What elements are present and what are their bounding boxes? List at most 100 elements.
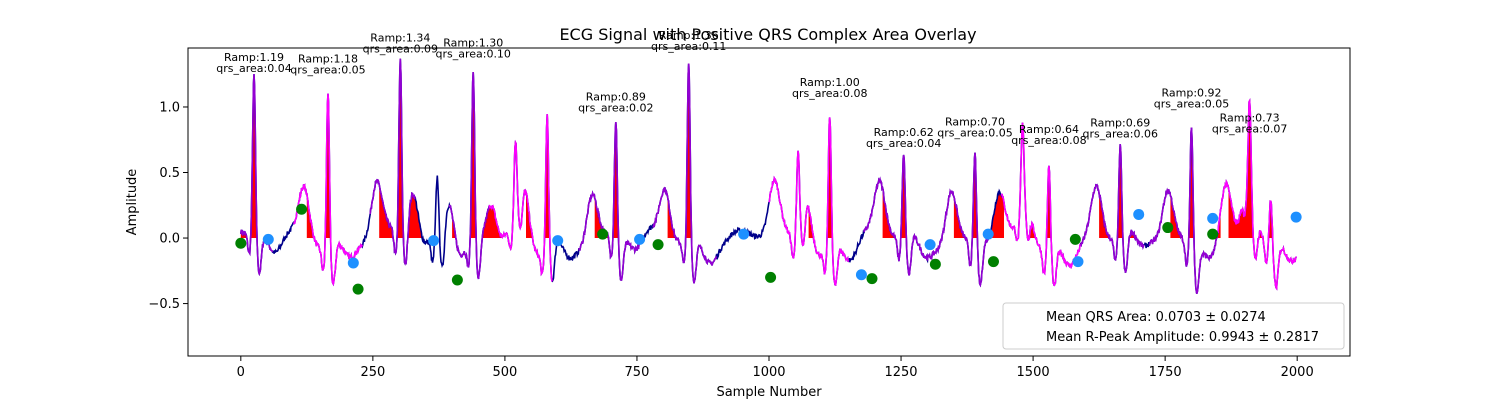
ramp-label-10: Ramp:0.64 [1019,123,1079,136]
qrs-area-fill-4 [526,114,577,238]
qrs-area-fill-13 [1228,100,1279,239]
ramp-label-3: Ramp:1.30 [443,37,503,50]
onset-marker-11 [1207,212,1219,224]
onset-marker-7 [924,239,936,251]
chart-title: ECG Signal with Positive QRS Complex Are… [559,25,976,44]
qrs-area-label-9: qrs_area:0.05 [937,126,1012,139]
legend-entry-r-peak-amplitude: Mean R-Peak Amplitude: 0.9943 ± 0.2817 [1046,330,1319,345]
x-tick-label-5: 1250 [884,365,917,380]
onset-marker-1 [347,257,359,269]
onset-marker-12 [1290,211,1302,223]
y-tick-label-3: 1.0 [159,100,180,115]
qrs-area-fill-7 [808,117,859,238]
qrs-area-label-2: qrs_area:0.09 [363,42,438,55]
qrs-area-fill-12 [1170,127,1221,238]
x-tick-label-8: 2000 [1281,365,1314,380]
qrs-area-fill-1 [306,93,357,238]
x-tick-label-2: 500 [492,365,517,380]
qrs-area-fill-5 [594,122,645,238]
qrs-segment-2 [369,58,416,266]
onset-marker-10 [1133,208,1145,220]
offset-marker-5 [652,239,664,251]
qrs-segment-11 [1079,144,1145,273]
qrs-area-label-0: qrs_area:0.04 [216,62,291,75]
onset-marker-2 [428,235,440,247]
qrs-segment-10 [1000,122,1082,287]
ramp-label-7: Ramp:1.00 [800,76,860,89]
onset-marker-8 [982,228,994,240]
ramp-label-9: Ramp:0.70 [945,115,1005,128]
qrs-area-label-8: qrs_area:0.04 [866,137,941,150]
legend: Mean QRS Area: 0.0703 ± 0.0274 Mean R-Pe… [1002,302,1345,350]
y-tick-label-0: −0.5 [148,297,180,312]
x-tick-label-6: 1500 [1017,365,1050,380]
qrs-area-fill-10 [1027,165,1078,238]
y-tick-label-1: 0.0 [159,232,180,247]
ramp-label-6: Ramp:1.36 [659,29,719,42]
ramp-label-0: Ramp:1.19 [224,51,284,64]
offset-marker-9 [987,256,999,268]
offset-marker-6 [765,271,777,283]
onset-marker-9 [1072,256,1084,268]
qrs-segment-8 [863,154,929,276]
x-tick-label-4: 1000 [752,365,785,380]
qrs-segment-1 [292,93,364,287]
offset-marker-2 [352,283,364,295]
qrs-segment-3 [448,72,490,280]
qrs-area-label-3: qrs_area:0.10 [435,48,510,61]
x-axis-title: Sample Number [716,385,822,400]
qrs-area-label-7: qrs_area:0.08 [792,87,867,100]
y-tick-label-2: 0.5 [159,166,180,181]
ramp-label-2: Ramp:1.34 [370,31,430,44]
qrs-area-label-12: qrs_area:0.05 [1154,97,1229,110]
onset-marker-0 [262,233,274,245]
offset-marker-10 [1069,233,1081,245]
onset-marker-5 [738,228,750,240]
qrs-area-label-6: qrs_area:0.11 [651,40,726,53]
ramp-label-11: Ramp:0.69 [1090,117,1150,130]
qrs-segment-7 [768,117,849,286]
qrs-segment-6 [652,63,717,284]
onset-marker-3 [552,235,564,247]
offset-marker-3 [451,274,463,286]
qrs-area-label-11: qrs_area:0.06 [1083,128,1158,141]
x-tick-label-7: 1750 [1149,365,1182,380]
qrs-segment-12 [1148,127,1219,294]
ramp-label-1: Ramp:1.18 [298,52,358,65]
qrs-area-fill-0 [240,74,284,238]
onset-marker-4 [634,233,646,245]
x-tick-label-3: 750 [625,365,650,380]
qrs-area-fill-9 [953,152,1004,238]
offset-marker-11 [1162,222,1174,234]
qrs-segment-5 [578,121,643,282]
offset-marker-7 [866,273,878,285]
x-tick-label-1: 250 [360,365,385,380]
qrs-area-label-13: qrs_area:0.07 [1212,122,1287,135]
qrs-area-label-1: qrs_area:0.05 [290,63,365,76]
qrs-segment-9 [926,152,992,288]
qrs-area-fill-8 [882,155,933,238]
ramp-label-13: Ramp:0.73 [1220,111,1280,124]
y-axis-title: Amplitude [125,169,140,236]
qrs-area-fill-2 [379,58,430,238]
qrs-segment-13 [1217,98,1298,291]
qrs-area-label-10: qrs_area:0.08 [1011,134,1086,147]
qrs-area-fill-11 [1099,144,1150,238]
offset-marker-12 [1207,228,1219,240]
offset-marker-0 [235,237,247,249]
ramp-label-5: Ramp:0.89 [586,90,646,103]
offset-marker-1 [296,203,308,215]
qrs-area-fill-6 [667,63,718,238]
qrs-area-label-5: qrs_area:0.02 [578,101,653,114]
qrs-segment-4 [488,114,553,282]
ramp-label-12: Ramp:0.92 [1162,86,1222,99]
legend-box [1002,302,1345,350]
onset-marker-6 [855,269,867,281]
legend-entry-qrs-area: Mean QRS Area: 0.0703 ± 0.0274 [1046,310,1266,325]
offset-marker-8 [929,258,941,270]
x-tick-label-0: 0 [237,365,245,380]
offset-marker-4 [597,228,609,240]
ramp-label-8: Ramp:0.62 [874,126,934,139]
